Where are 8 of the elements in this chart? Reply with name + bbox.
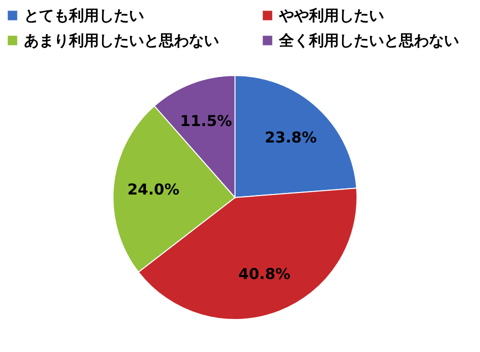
data-label: 40.8% [238,265,290,284]
data-label: 24.0% [127,180,180,199]
legend-label: 全く利用したいと思わない [278,32,459,50]
legend-label: やや利用したい [278,6,384,25]
legend-label: あまり利用したいと思わない [24,32,219,50]
data-label: 23.8% [264,128,317,146]
data-label: 11.5% [180,112,232,130]
legend-label: とても利用したい [24,6,144,25]
